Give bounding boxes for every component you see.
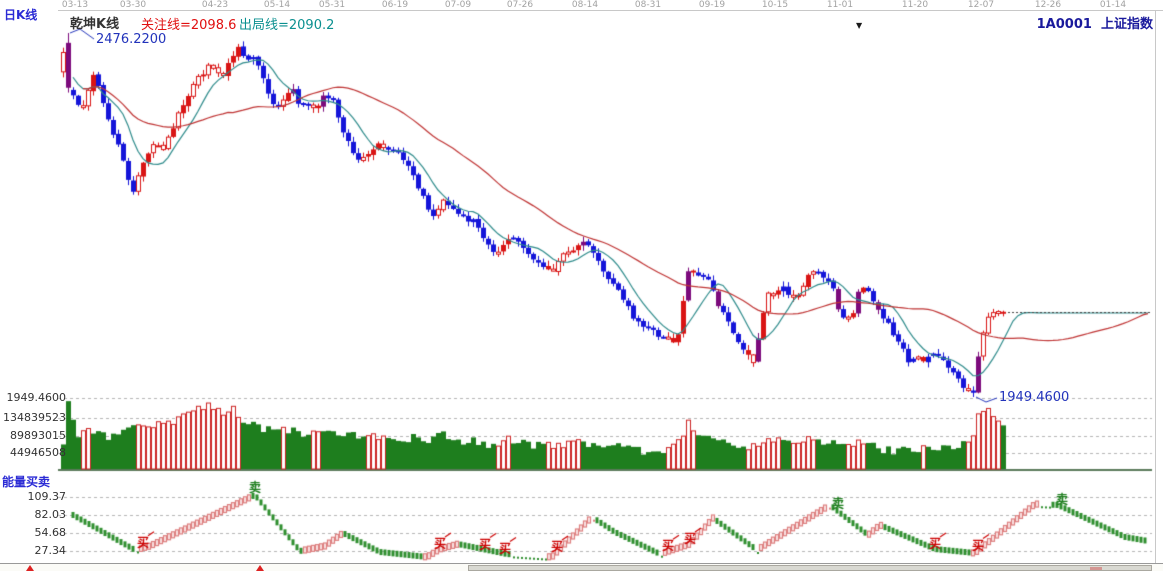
date-label: 01-14 [1099, 0, 1127, 10]
signal-arrow-icon [26, 565, 34, 571]
date-label: 05-14 [263, 0, 291, 10]
right-border [1155, 10, 1156, 563]
signal-arrow-icon [256, 565, 264, 571]
indicator-axis-label: 27.34 [34, 544, 67, 557]
symbol-name-label: 上证指数 [1100, 17, 1153, 32]
date-label: 07-09 [444, 0, 472, 10]
indicator-axis-label: 54.68 [34, 526, 67, 539]
scrollbar-thumb[interactable] [468, 565, 1152, 571]
volume-axis-label: 89893015 [10, 429, 66, 442]
date-label: 09-19 [698, 0, 726, 10]
date-label: 11-01 [826, 0, 854, 10]
date-label: 04-23 [201, 0, 229, 10]
marker-triangle-icon: ▼ [856, 21, 863, 30]
date-label: 10-15 [761, 0, 789, 10]
date-label: 12-26 [1034, 0, 1062, 10]
date-label: 06-19 [381, 0, 409, 10]
signal-dash-icon [1090, 567, 1102, 570]
symbol-code: 1A0001 [1036, 17, 1092, 32]
indicator-axis-label: 82.03 [34, 508, 67, 521]
date-label: 07-26 [506, 0, 534, 10]
volume-axis-label: 134839523 [3, 411, 66, 424]
watch-line-value: 关注线=2098.6 [141, 18, 237, 33]
date-label: 12-07 [967, 0, 995, 10]
high-annotation: 2476.2200 [96, 32, 167, 47]
date-label: 08-31 [634, 0, 662, 10]
volume-axis-label: 44946508 [10, 446, 66, 459]
indicator-axis-label: 109.37 [27, 490, 67, 503]
exit-line-value: 出局线=2090.2 [239, 18, 335, 33]
symbol-title: 1A0001 上证指数 [1037, 13, 1153, 32]
low-annotation: 1949.4600 [999, 390, 1070, 405]
horizontal-scrollbar[interactable] [0, 563, 1163, 571]
date-label: 05-31 [318, 0, 346, 10]
indicator-name: 乾坤K线 [70, 17, 120, 32]
panel-label: 日K线 [4, 8, 38, 22]
date-label: 03-30 [119, 0, 147, 10]
date-label: 08-14 [571, 0, 599, 10]
date-label: 11-20 [901, 0, 929, 10]
top-separator [58, 10, 1163, 11]
date-label: 03-13 [61, 0, 89, 10]
volume-axis-label: 1949.4600 [6, 391, 67, 404]
energy-panel-label: 能量买卖 [2, 475, 51, 489]
